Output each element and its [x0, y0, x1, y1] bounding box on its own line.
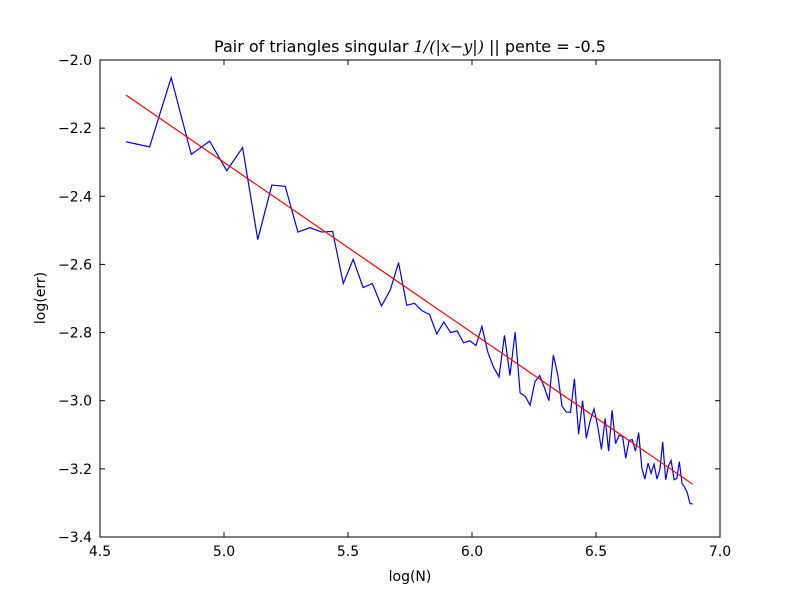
chart-title-math: 1/(|x−y|) — [414, 37, 484, 56]
fit-line — [125, 94, 694, 485]
y-tick-label: −3.0 — [58, 394, 92, 410]
x-tick-label: 4.5 — [89, 544, 111, 560]
chart-title: Pair of triangles singular 1/(|x−y|) || … — [214, 37, 606, 56]
x-tick-label: 6.0 — [461, 544, 483, 560]
x-tick-label: 6.5 — [585, 544, 607, 560]
error-series-line — [125, 75, 693, 505]
y-tick-label: −2.0 — [58, 53, 92, 69]
chart-title-suffix: || pente = -0.5 — [484, 37, 606, 56]
x-tick-label: 5.5 — [337, 544, 359, 560]
y-tick-label: −3.4 — [58, 530, 92, 546]
x-tick-label: 5.0 — [213, 544, 235, 560]
series-layer — [125, 75, 694, 505]
y-tick-label: −2.4 — [58, 189, 92, 205]
y-tick-label: −3.2 — [58, 462, 92, 478]
plot-frame — [99, 59, 721, 538]
chart-title-prefix: Pair of triangles singular — [214, 37, 414, 56]
axis-ticks: 4.5 5.0 5.5 6.0 6.5 7.0 −2.0 −2.2 −2.4 −2.6 −2.8 −3… — [58, 53, 731, 560]
plot-area — [99, 59, 721, 538]
x-tick-label: 7.0 — [709, 544, 731, 560]
y-tick-label: −2.6 — [58, 257, 92, 273]
y-tick-label: −2.8 — [58, 326, 92, 342]
y-axis-label: log(err) — [33, 272, 49, 324]
y-tick-label: −2.2 — [58, 121, 92, 137]
x-axis-label: log(N) — [389, 569, 432, 585]
